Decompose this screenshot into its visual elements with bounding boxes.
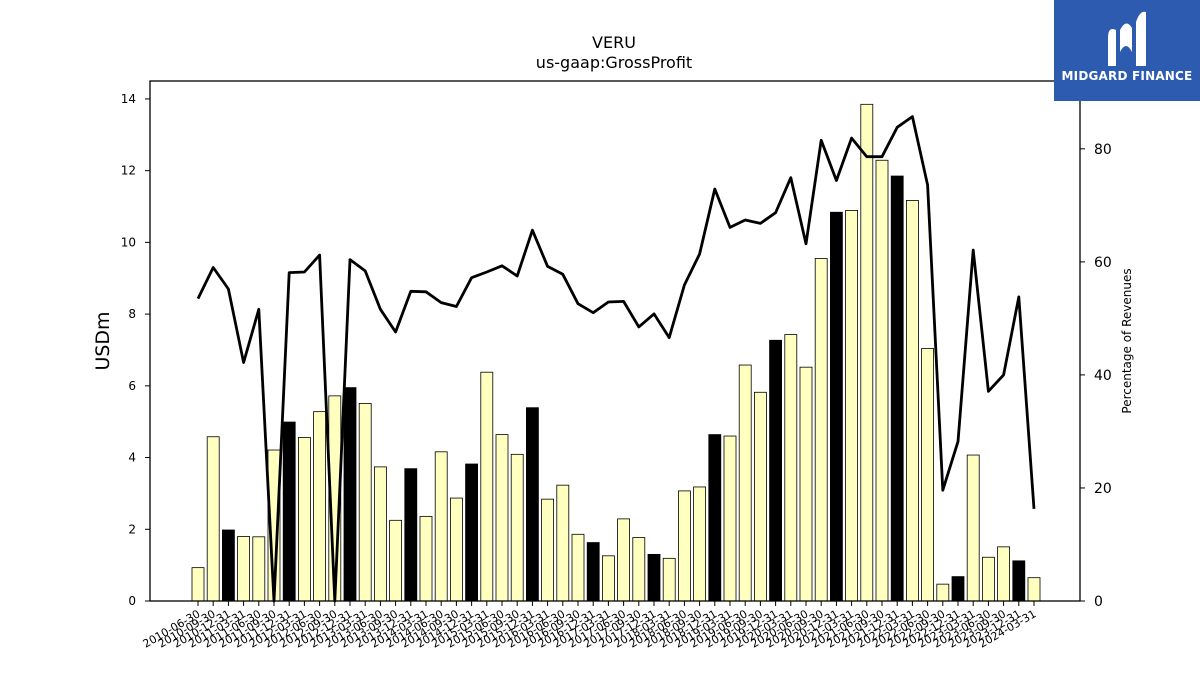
y2-tick-label: 60 [1094,255,1112,271]
bar [951,576,965,602]
bar [693,486,706,602]
bar [541,498,554,602]
y-tick-label: 4 [128,451,136,465]
bar [1012,560,1026,602]
bar [495,434,509,602]
bar [647,553,661,602]
midgard-m-icon [1108,11,1146,66]
bar-series [191,103,1041,602]
chart-title: VERU [592,33,636,52]
y2-tick-label: 20 [1094,481,1112,497]
bar [875,159,889,602]
y-axis-right: 0 20 40 60 80 [1080,142,1112,610]
bar [449,497,463,602]
bar [343,387,357,602]
bar [297,437,311,602]
bar [890,175,904,602]
bar [556,484,570,602]
y-tick-label: 12 [121,164,136,178]
y-tick-label: 10 [121,235,136,249]
chart-subtitle: us-gaap:GrossProfit [536,53,692,72]
logo-text: MIDGARD FINANCE [1061,69,1193,83]
bar [586,542,600,602]
y2-axis-label: Percentage of Revenues [1120,268,1134,413]
bar [936,583,950,602]
bar [571,533,585,602]
bar [526,407,539,602]
bar [419,515,433,602]
bar [982,556,995,602]
bar [814,258,828,602]
bar [221,529,235,602]
bar [754,391,767,602]
y2-tick-label: 0 [1094,594,1103,610]
bar [830,211,843,602]
bar [662,557,676,602]
bar [237,536,251,602]
midgard-finance-logo: MIDGARD FINANCE [1054,0,1200,101]
bar [799,366,813,602]
bar [997,546,1010,602]
y2-tick-label: 80 [1094,142,1112,158]
bar [632,537,646,602]
bar [358,402,372,602]
bar [617,518,630,602]
bar [510,453,524,602]
bar [206,436,220,602]
bar [404,468,418,602]
x-axis: 2010-06-302010-09-302010-12-312011-03-31… [141,601,1039,651]
y2-tick-label: 40 [1094,368,1112,384]
bar [465,463,479,602]
bar [784,334,798,602]
bar [282,421,296,602]
y-axis-label: USDm [92,311,114,370]
y-tick-label: 8 [128,307,136,321]
bar [906,200,919,602]
bar [769,339,782,602]
bar [921,348,934,602]
bar [723,435,737,602]
line-series [196,115,1036,603]
bar [480,371,494,602]
y-tick-label: 0 [128,594,136,608]
bar [738,364,752,602]
bar [191,567,205,602]
y-tick-label: 6 [128,379,136,393]
bar [708,434,722,602]
bar [845,210,858,602]
bar [434,451,448,602]
bar [966,454,980,602]
bar [860,103,874,602]
bar [252,536,266,602]
y-axis-left: 0 2 4 6 8 10 12 14 [121,92,150,608]
bar [678,490,691,602]
y-tick-label: 14 [121,92,136,106]
y-tick-label: 2 [128,522,136,536]
bar [1027,577,1041,602]
bar [373,466,387,602]
bar [602,555,615,602]
line-path [196,115,1036,603]
bar [389,519,403,602]
plot-frame [149,80,1081,602]
bar [313,411,327,602]
